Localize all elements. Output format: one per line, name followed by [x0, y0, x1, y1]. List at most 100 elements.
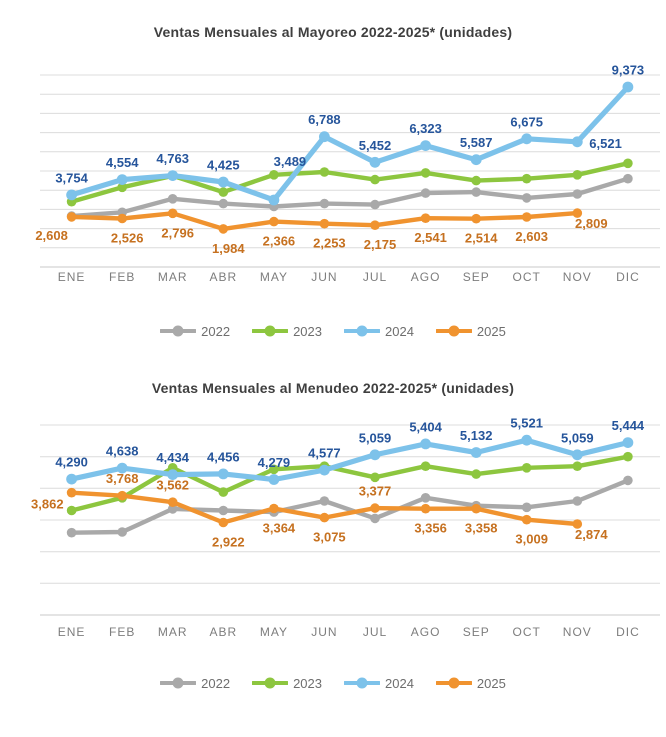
- data-point-2024: [167, 469, 179, 480]
- data-point-2023: [319, 167, 330, 177]
- mayoreo-chart-title: Ventas Mensuales al Mayoreo 2022-2025* (…: [153, 24, 513, 40]
- data-point-2024: [319, 131, 330, 143]
- data-point-2025: [319, 218, 330, 229]
- data-label-2025: 3,009: [515, 532, 548, 547]
- x-axis-label-feb: FEB: [109, 270, 135, 284]
- data-point-2023: [471, 469, 482, 479]
- data-point-2022: [572, 189, 583, 199]
- legend-label: 2024: [385, 675, 414, 691]
- data-point-2023: [521, 463, 532, 473]
- data-label-2025: 3,075: [313, 530, 346, 545]
- data-label-2024: 3,754: [55, 170, 88, 185]
- data-point-2025: [117, 213, 127, 224]
- legend-item-2024[interactable]: 2024: [344, 324, 414, 339]
- data-point-2024: [217, 176, 229, 188]
- data-point-2023: [521, 173, 532, 184]
- data-point-2025: [471, 213, 482, 224]
- data-point-2024: [66, 473, 77, 485]
- legend-item-2022[interactable]: 2022: [160, 324, 230, 339]
- data-point-2022: [167, 194, 178, 204]
- legend-marker-icon: [344, 325, 380, 337]
- data-point-2022: [218, 505, 229, 516]
- x-axis-label-mar: MAR: [158, 625, 188, 639]
- data-point-2024: [116, 462, 128, 474]
- legend-item-2022[interactable]: 2022: [160, 676, 230, 691]
- data-point-2022: [623, 173, 633, 184]
- data-point-2022: [521, 193, 532, 203]
- data-point-2024: [268, 194, 280, 206]
- x-axis-label-may: MAY: [260, 625, 288, 639]
- legend-item-2025[interactable]: 2025: [435, 323, 506, 339]
- data-point-2025: [521, 212, 532, 222]
- data-point-2023: [117, 182, 127, 193]
- legend-item-2024[interactable]: 2024: [344, 676, 414, 691]
- x-axis-label-abr: ABR: [209, 270, 237, 284]
- data-label-2024: 9,373: [612, 63, 645, 78]
- data-label-2024: 5,587: [460, 135, 493, 150]
- data-point-2023: [572, 461, 583, 471]
- legend-label: 2025: [476, 675, 506, 691]
- data-point-2025: [167, 208, 178, 219]
- data-label-2025: 2,603: [515, 229, 548, 244]
- data-point-2022: [319, 496, 330, 506]
- x-axis-label-sep: SEP: [463, 625, 490, 639]
- data-label-2024: 6,675: [510, 114, 543, 129]
- data-point-2022: [319, 198, 330, 209]
- data-point-2024: [369, 449, 381, 461]
- data-point-2023: [471, 175, 482, 186]
- data-point-2025: [420, 213, 431, 223]
- x-axis-label-abr: ABR: [209, 625, 237, 639]
- x-axis-label-mar: MAR: [158, 270, 188, 284]
- data-point-2022: [167, 504, 178, 514]
- data-point-2024: [622, 81, 634, 93]
- data-point-2025: [420, 503, 431, 514]
- x-axis-label-ene: ENE: [58, 270, 86, 284]
- data-label-2024: 6,521: [589, 136, 622, 151]
- data-point-2022: [370, 199, 380, 210]
- legend-label: 2024: [385, 323, 414, 339]
- legend-label: 2023: [293, 675, 322, 691]
- x-axis-label-jul: JUL: [363, 270, 387, 284]
- mayoreo-legend: 2022 2023 2024 2025: [0, 320, 666, 342]
- menudeo-chart-canvas: ENE FEB MAR ABR MAY JUN JUL AGO SEP OCT NOV DIC 4,29…: [31, 416, 660, 639]
- data-label-2025: 2,809: [575, 216, 608, 231]
- data-point-2022: [420, 188, 431, 198]
- data-label-2024: 4,425: [207, 158, 240, 173]
- legend-item-2025[interactable]: 2025: [435, 675, 506, 691]
- data-point-2024: [420, 438, 431, 450]
- data-point-2024: [217, 468, 229, 480]
- data-point-2022: [370, 513, 380, 524]
- data-label-2024: 3,489: [274, 154, 307, 169]
- legend-item-2023[interactable]: 2023: [252, 324, 322, 339]
- x-axis-label-sep: SEP: [463, 270, 490, 284]
- data-point-2025: [370, 503, 380, 513]
- data-point-2022: [572, 496, 583, 506]
- x-axis-label-ago: AGO: [411, 270, 441, 284]
- data-point-2024: [420, 140, 431, 151]
- data-label-2025: 3,768: [106, 471, 139, 486]
- data-point-2025: [471, 503, 482, 514]
- data-point-2024: [521, 434, 533, 446]
- data-label-2025: 3,562: [156, 478, 189, 493]
- data-label-2025: 2,175: [364, 237, 397, 252]
- data-point-2025: [572, 208, 583, 218]
- data-label-2024: 5,059: [359, 430, 392, 445]
- data-label-2024: 5,444: [612, 418, 645, 433]
- x-axis-label-dic: DIC: [616, 625, 640, 639]
- data-label-2025: 3,862: [31, 497, 64, 512]
- data-label-2024: 5,059: [561, 430, 594, 445]
- data-point-2022: [420, 493, 431, 503]
- legend-label: 2025: [476, 323, 506, 339]
- x-axis-label-ago: AGO: [411, 625, 441, 639]
- legend-label: 2023: [293, 323, 322, 339]
- mayoreo-chart-canvas: ENE FEB MAR ABR MAY JUN JUL AGO SEP OCT NOV DIC 3,75…: [35, 63, 660, 284]
- data-point-2024: [116, 174, 128, 185]
- data-label-2025: 2,526: [111, 231, 144, 246]
- data-point-2022: [66, 527, 77, 538]
- legend-item-2023[interactable]: 2023: [252, 676, 322, 691]
- data-point-2025: [66, 487, 77, 498]
- data-point-2025: [319, 512, 330, 523]
- data-point-2025: [370, 220, 380, 230]
- data-label-2025: 2,366: [263, 234, 296, 249]
- data-label-2024: 5,132: [460, 428, 493, 443]
